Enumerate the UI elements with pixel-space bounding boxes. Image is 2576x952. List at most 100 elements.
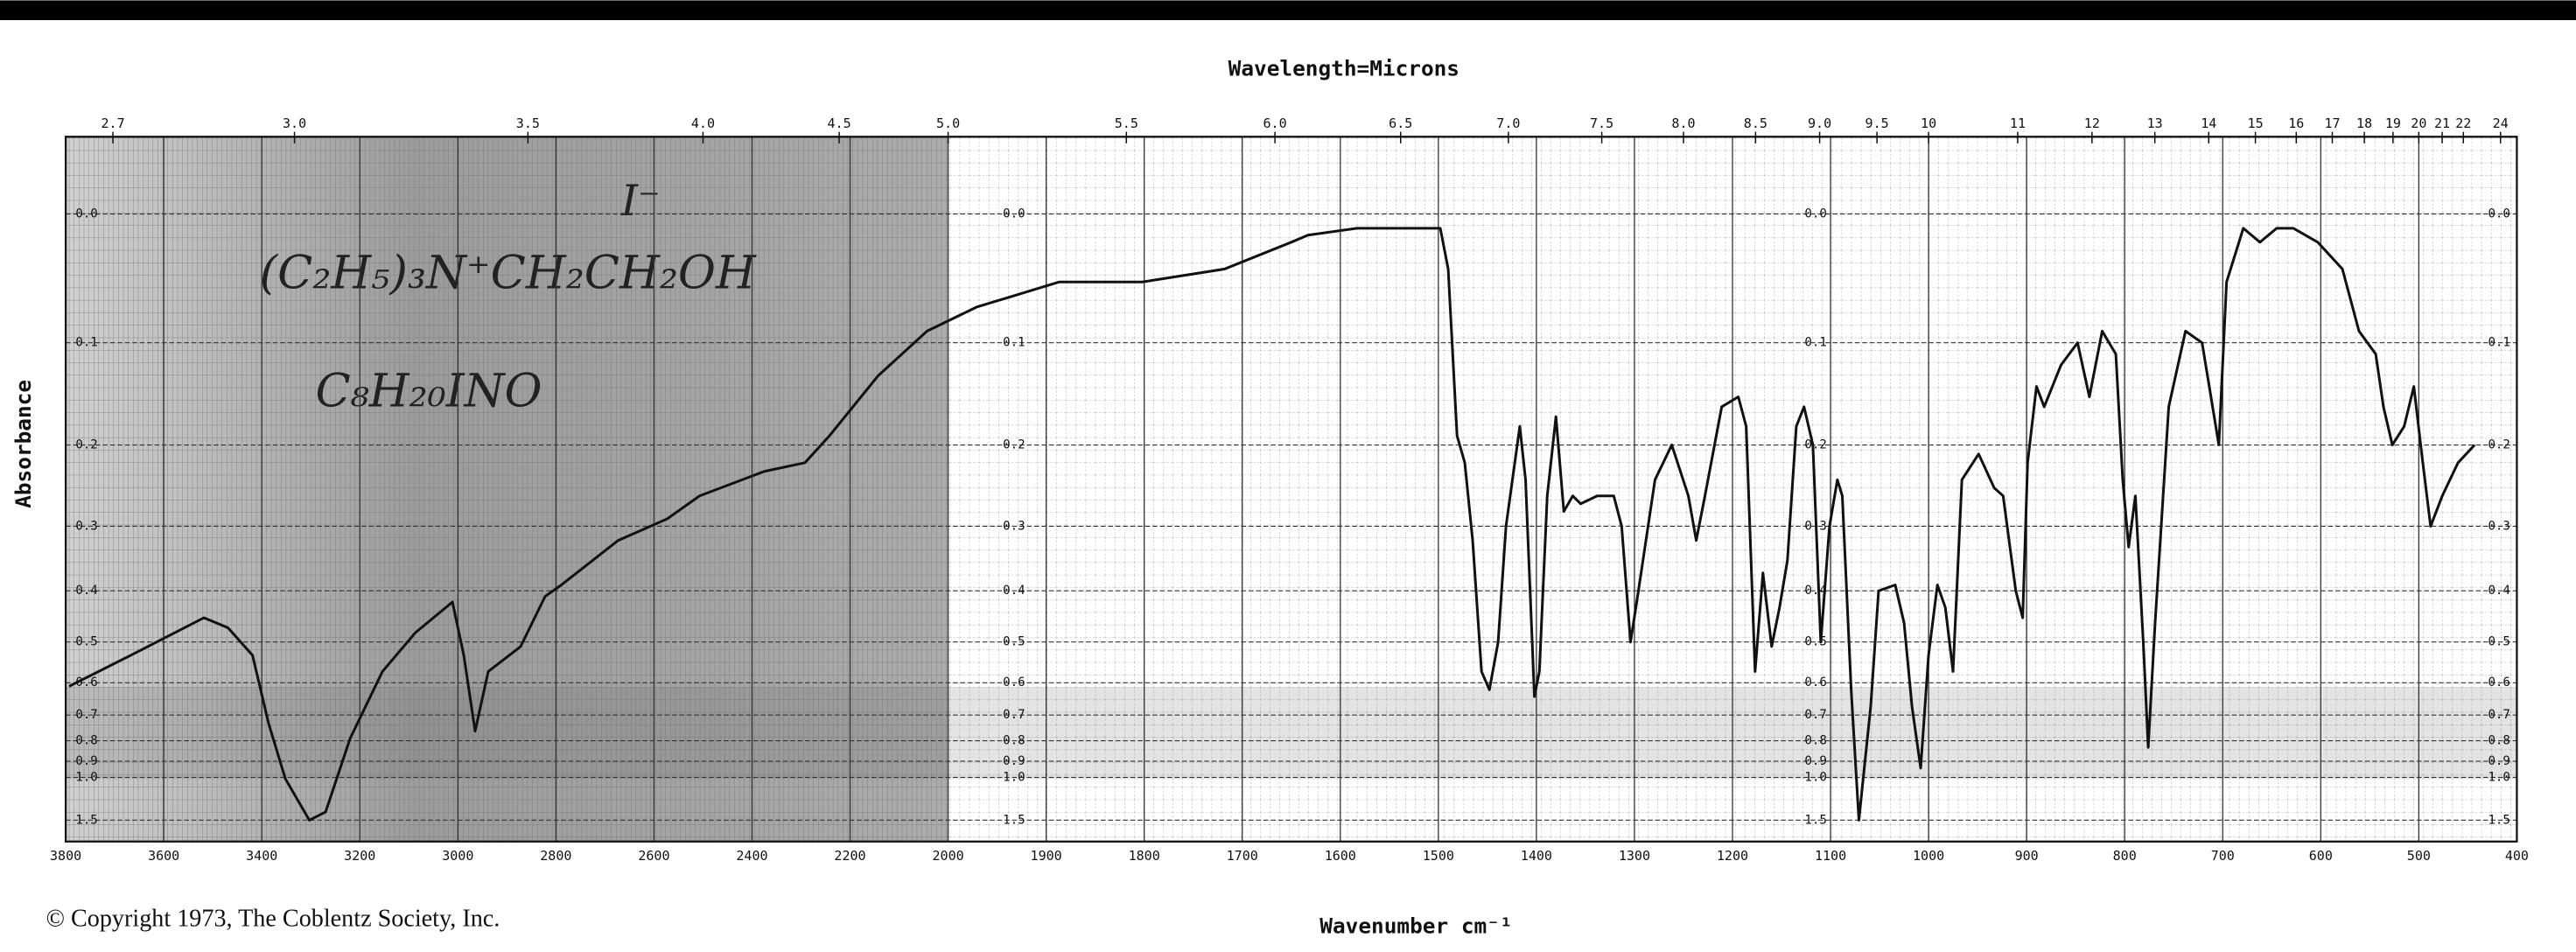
y-tick-label: 0.2 <box>1804 438 1826 452</box>
y-tick-label: 1.0 <box>1804 770 1826 784</box>
shaded-band <box>66 687 2517 780</box>
y-tick-label: 0.6 <box>1804 676 1826 690</box>
y-tick-label: 0.0 <box>2488 207 2510 221</box>
y-tick-label: 0.3 <box>75 519 97 533</box>
y-tick-label: 0.8 <box>2488 734 2510 748</box>
x2-tick-label: 19 <box>2385 116 2401 131</box>
y-tick-label: 0.9 <box>1003 754 1025 768</box>
y-tick-label: 0.8 <box>1804 734 1826 748</box>
y-tick-label: 0.4 <box>2488 584 2510 598</box>
y-tick-label: 0.4 <box>1003 584 1025 598</box>
y-tick-label: 0.5 <box>2488 635 2510 649</box>
x2-tick-label: 6.0 <box>1264 116 1287 131</box>
plot-background <box>66 136 2517 842</box>
y-tick-label: 0.5 <box>75 635 97 649</box>
spectrum-line <box>68 227 2476 822</box>
x-tick-label: 1700 <box>1227 848 1258 864</box>
x-tick-label: 1000 <box>1913 848 1944 864</box>
y-tick-label: 0.6 <box>2488 676 2510 690</box>
x2-tick-label: 8.5 <box>1744 116 1768 131</box>
x2-tick-label: 7.5 <box>1590 116 1614 131</box>
y-tick-label: 0.0 <box>1003 207 1025 221</box>
y-tick-label: 0.0 <box>1804 207 1826 221</box>
y-tick-label: 0.2 <box>75 438 97 452</box>
x2-tick-label: 14 <box>2201 116 2216 131</box>
y-tick-label: 1.0 <box>2488 770 2510 784</box>
scan-border <box>0 0 2576 20</box>
x2-tick-label: 21 <box>2434 116 2450 131</box>
x-tick-label: 900 <box>2015 848 2039 864</box>
y-tick-label: 0.7 <box>1804 708 1826 722</box>
y-tick-label: 0.6 <box>1003 676 1025 690</box>
x2-tick-label: 3.0 <box>283 116 306 131</box>
y-tick-label: 1.5 <box>1804 813 1826 827</box>
x2-tick-label: 22 <box>2455 116 2471 131</box>
x2-tick-label: 9.5 <box>1866 116 1889 131</box>
y-tick-label: 0.7 <box>2488 708 2510 722</box>
y-tick-label: 0.9 <box>75 754 97 768</box>
x2-tick-label: 18 <box>2356 116 2372 131</box>
y-tick-label: 0.3 <box>2488 519 2510 533</box>
x2-tick-label: 15 <box>2248 116 2264 131</box>
x-tick-label: 1300 <box>1619 848 1650 864</box>
x-tick-label: 500 <box>2407 848 2431 864</box>
y-tick-label: 0.1 <box>75 336 97 350</box>
x2-tick-label: 16 <box>2288 116 2304 131</box>
chart-title: Wavelength=Microns <box>1228 55 1460 80</box>
x2-tick-label: 17 <box>2324 116 2340 131</box>
y-tick-label: 0.1 <box>2488 336 2510 350</box>
y-tick-label: 1.5 <box>2488 813 2510 827</box>
y-tick-label: 0.2 <box>1003 438 1025 452</box>
x2-tick-label: 5.0 <box>936 116 960 131</box>
y-tick-label: 0.7 <box>75 708 97 722</box>
x-tick-label: 1600 <box>1325 848 1356 864</box>
x2-tick-label: 7.0 <box>1496 116 1520 131</box>
x-tick-label: 2600 <box>638 848 669 864</box>
x-tick-label: 3600 <box>148 848 179 864</box>
x-tick-label: 2800 <box>540 848 571 864</box>
annotation: C₈H₂₀INO <box>315 365 542 418</box>
x-tick-label: 700 <box>2211 848 2235 864</box>
x2-tick-label: 24 <box>2493 116 2509 131</box>
x-tick-label: 3000 <box>442 848 473 864</box>
x2-tick-label: 9.0 <box>1808 116 1831 131</box>
plot-frame <box>64 136 2518 843</box>
y-tick-label: 0.8 <box>75 734 97 748</box>
annotation: (C₂H₅)₃N⁺CH₂CH₂OH <box>260 246 757 299</box>
x-tick-label: 3200 <box>344 848 375 864</box>
y-tick-label: 0.3 <box>1003 519 1025 533</box>
x2-tick-label: 20 <box>2411 116 2426 131</box>
y-tick-label: 0.1 <box>1003 336 1025 350</box>
x2-tick-label: 12 <box>2084 116 2100 131</box>
x2-tick-label: 6.5 <box>1389 116 1412 131</box>
x-tick-label: 3800 <box>50 848 81 864</box>
x-tick-label: 600 <box>2309 848 2333 864</box>
y-tick-label: 0.8 <box>1003 734 1025 748</box>
x-tick-label: 1400 <box>1521 848 1552 864</box>
x-tick-label: 800 <box>2113 848 2137 864</box>
x-tick-label: 1200 <box>1717 848 1748 864</box>
y-tick-label: 0.5 <box>1804 635 1826 649</box>
y-tick-label: 0.9 <box>1804 754 1826 768</box>
x-tick-label: 1900 <box>1031 848 1062 864</box>
y-tick-label: 1.0 <box>75 770 97 784</box>
x2-tick-label: 4.0 <box>691 116 715 131</box>
x-tick-label: 2200 <box>834 848 865 864</box>
x-tick-label: 400 <box>2505 848 2529 864</box>
x-axis-label: Wavenumber cm⁻¹ <box>1320 913 1512 938</box>
y-axis-label: Absorbance <box>10 380 36 508</box>
x2-tick-label: 4.5 <box>828 116 851 131</box>
y-tick-label: 1.5 <box>75 813 97 827</box>
x-tick-label: 2400 <box>736 848 767 864</box>
x-tick-label: 1500 <box>1423 848 1454 864</box>
x-tick-label: 2000 <box>932 848 963 864</box>
y-tick-label: 1.0 <box>1003 770 1025 784</box>
y-tick-label: 0.0 <box>75 207 97 221</box>
y-tick-label: 0.2 <box>2488 438 2510 452</box>
y-tick-label: 0.5 <box>1003 635 1025 649</box>
y-tick-label: 0.7 <box>1003 708 1025 722</box>
x-tick-label: 1100 <box>1815 848 1846 864</box>
y-tick-label: 0.4 <box>1804 584 1826 598</box>
